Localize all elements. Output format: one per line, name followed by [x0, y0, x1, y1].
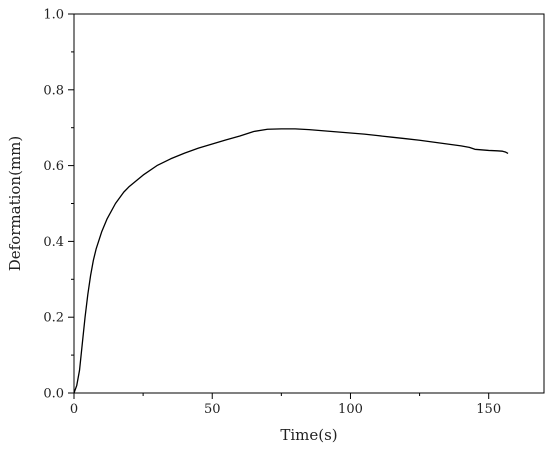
x-axis-title: Time(s) — [280, 426, 337, 444]
y-tick-label: 1.0 — [43, 8, 64, 23]
ticks — [68, 13, 490, 399]
x-tick-label: 50 — [204, 402, 221, 417]
tick-labels: 0 50 100 150 0.0 0.2 0.4 0.6 0.8 1.0 — [43, 8, 501, 418]
y-tick-label: 0.0 — [43, 387, 64, 402]
x-tick-label: 0 — [70, 402, 78, 417]
plot-frame — [73, 13, 545, 394]
y-tick-label: 0.4 — [43, 235, 64, 250]
y-tick-label: 0.8 — [43, 83, 64, 98]
x-tick-label: 100 — [338, 402, 363, 417]
y-axis-title: Deformation(mm) — [6, 136, 24, 272]
x-tick-label: 150 — [476, 402, 501, 417]
y-tick-label: 0.2 — [43, 311, 64, 326]
series-line — [73, 128, 509, 394]
y-tick-label: 0.6 — [43, 159, 64, 174]
